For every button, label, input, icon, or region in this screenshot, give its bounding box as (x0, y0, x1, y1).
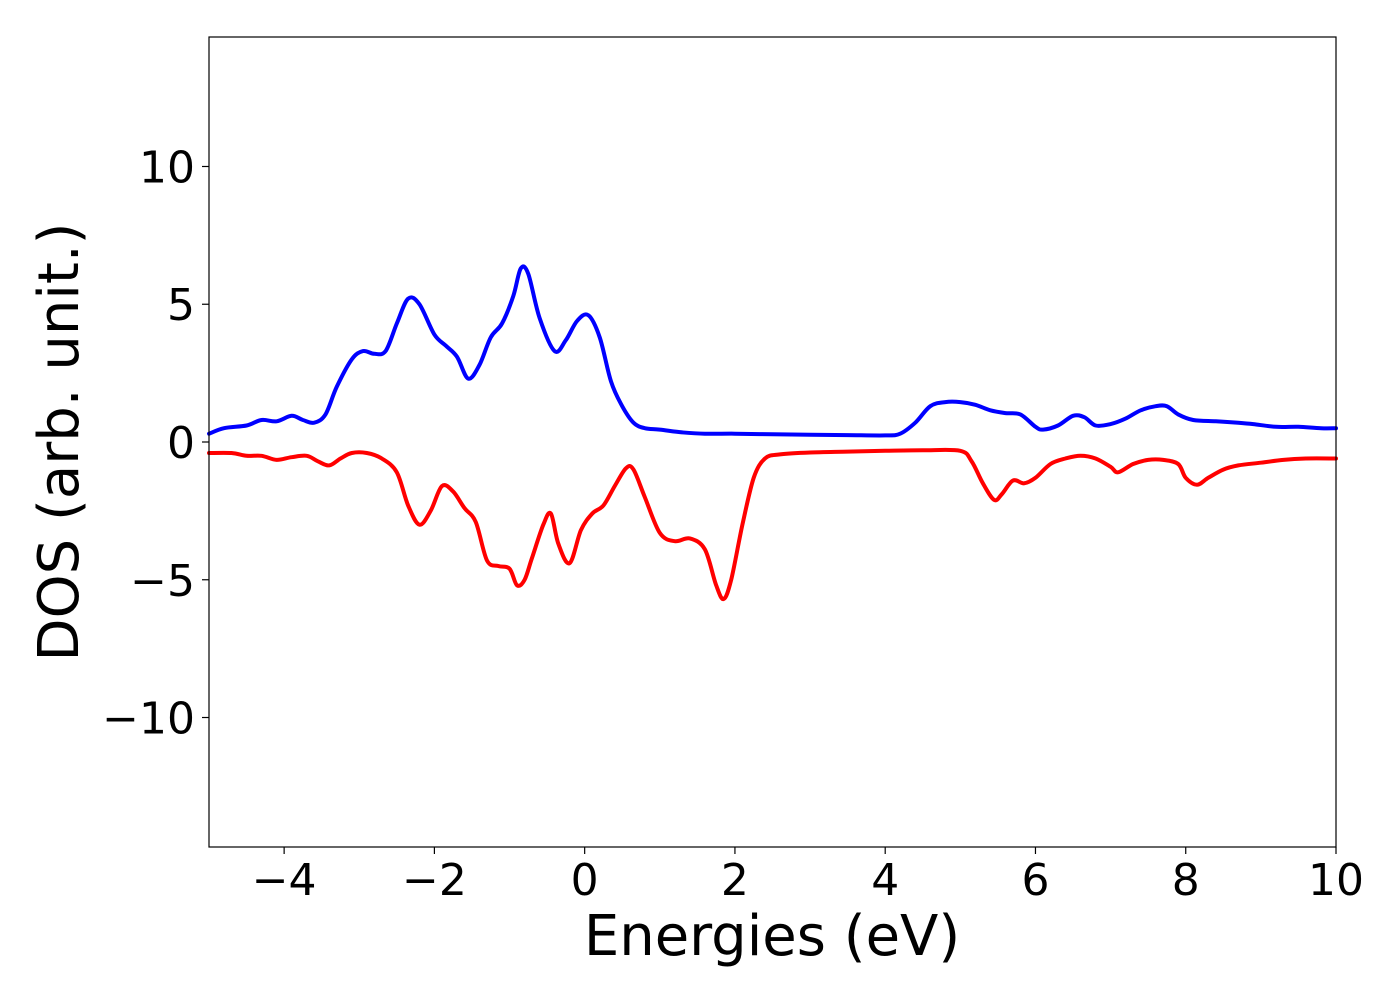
x-axis-label: Energies (eV) (584, 904, 960, 969)
y-tick-label: −5 (130, 556, 195, 607)
x-tick-label: −2 (402, 855, 467, 906)
y-axis: −10 −5 0 5 10 (102, 142, 209, 745)
plot-frame (208, 36, 1337, 848)
x-tick-label: 10 (1308, 855, 1364, 906)
x-tick-label: 4 (871, 855, 899, 906)
x-axis: −4 −2 0 2 4 6 8 10 (252, 847, 1364, 906)
x-tick-label: 6 (1021, 855, 1049, 906)
y-tick-label: 10 (139, 142, 195, 193)
x-tick-label: 2 (721, 855, 749, 906)
series-line-1 (207, 264, 1338, 438)
y-tick-label: −10 (102, 694, 195, 745)
y-axis-label: DOS (arb. unit.) (27, 222, 92, 661)
x-tick-label: 8 (1172, 855, 1200, 906)
series-line-2 (207, 447, 1338, 602)
x-tick-label: 0 (571, 855, 599, 906)
y-tick-label: 0 (167, 418, 195, 469)
series-layer (207, 264, 1338, 602)
y-tick-label: 5 (167, 280, 195, 331)
x-tick-label: −4 (252, 855, 317, 906)
